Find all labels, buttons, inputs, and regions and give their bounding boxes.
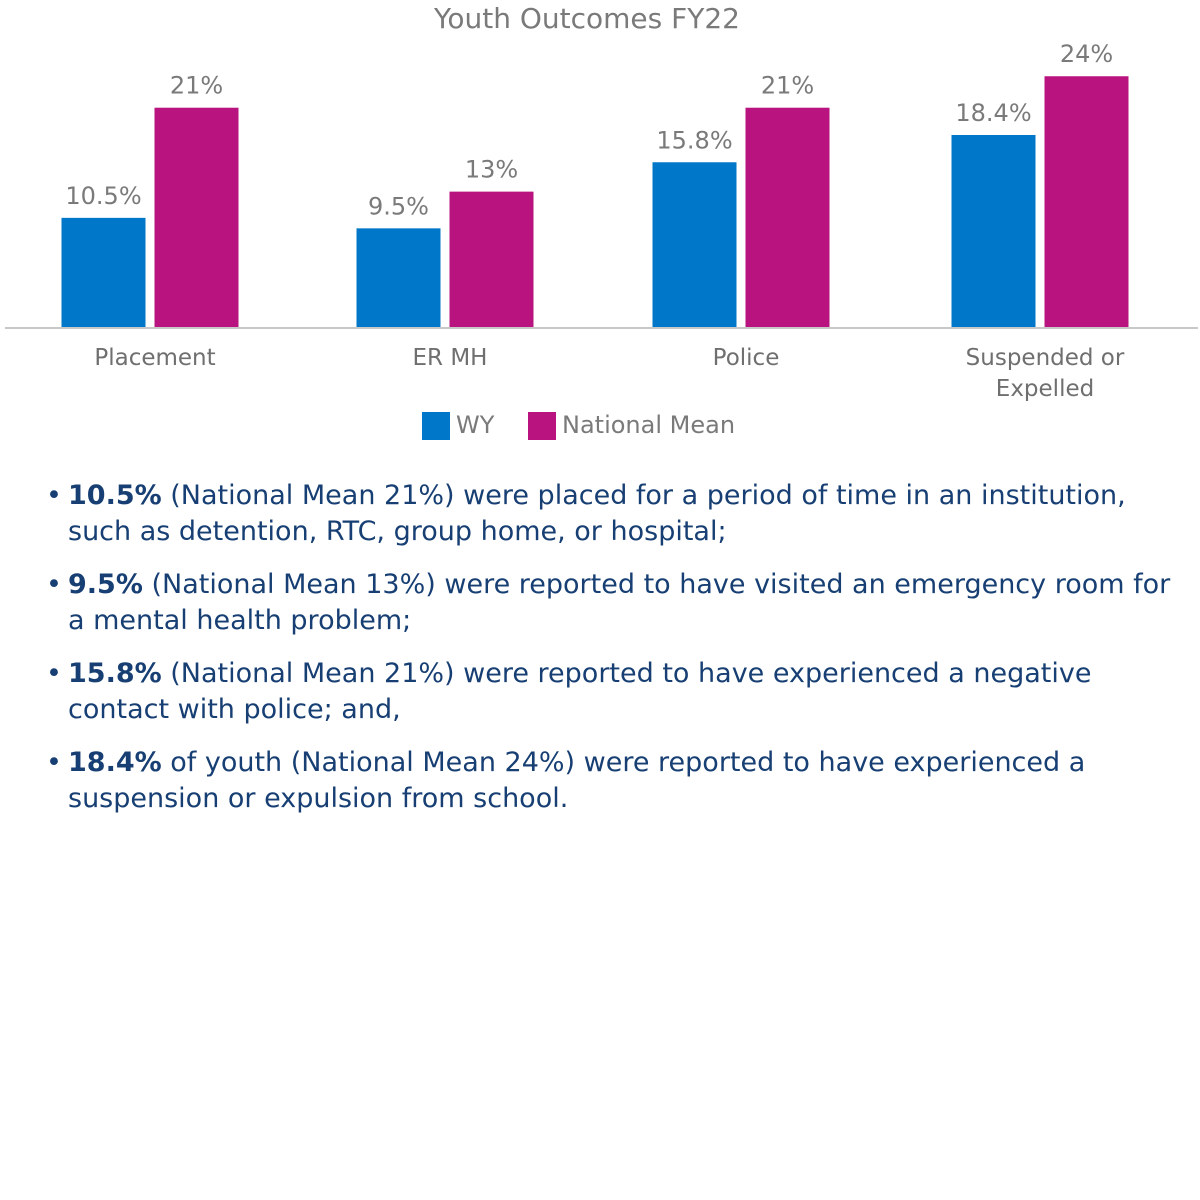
value-label: 15.8% xyxy=(656,126,732,154)
legend-swatch-national-mean xyxy=(528,412,556,440)
value-labels: 10.5% 21% 9.5% 13% 15.8% 21% 18.4% 24% xyxy=(65,40,1113,220)
category-label: Police xyxy=(713,345,780,371)
value-label: 21% xyxy=(761,72,814,100)
bar-national-mean-3 xyxy=(1044,76,1129,328)
finding-percent: 15.8% xyxy=(68,658,162,689)
finding-item: • 10.5% (National Mean 21%) were placed f… xyxy=(46,478,1176,550)
value-label: 13% xyxy=(465,156,518,184)
bar-national-mean-1 xyxy=(449,191,534,328)
bar-national-mean-0 xyxy=(154,107,239,328)
legend-label: National Mean xyxy=(562,411,735,439)
category-label: Suspended or xyxy=(966,345,1125,371)
value-label: 9.5% xyxy=(368,192,429,220)
legend: WY National Mean xyxy=(422,411,735,440)
value-label: 24% xyxy=(1060,40,1113,68)
finding-item: • 9.5% (National Mean 13%) were reported … xyxy=(46,567,1176,639)
bar-wy-3 xyxy=(951,134,1036,328)
chart-title: Youth Outcomes FY22 xyxy=(433,2,740,35)
bars xyxy=(61,76,1129,328)
bullet-dot: • xyxy=(46,747,62,778)
category-labels: Placement ER MH Police Suspended or Expelled xyxy=(94,345,1125,402)
finding-text: of youth (National Mean 24%) were report… xyxy=(68,747,1086,814)
legend-label: WY xyxy=(456,411,495,439)
bar-wy-1 xyxy=(356,228,441,328)
bar-chart: Youth Outcomes FY22 10.5% 21% 9.5% 13% 15.8%… xyxy=(5,2,1198,440)
bar-wy-0 xyxy=(61,217,146,328)
findings-list: • 10.5% (National Mean 21%) were placed f… xyxy=(46,478,1176,834)
finding-text: (National Mean 21%) were placed for a pe… xyxy=(68,480,1126,547)
bar-wy-2 xyxy=(652,162,737,328)
category-label: Placement xyxy=(94,345,215,371)
category-label: Expelled xyxy=(996,376,1094,402)
finding-text: (National Mean 21%) were reported to hav… xyxy=(68,658,1092,725)
finding-item: • 15.8% (National Mean 21%) were reported… xyxy=(46,656,1176,728)
value-label: 18.4% xyxy=(955,99,1031,127)
finding-percent: 9.5% xyxy=(68,569,143,600)
bullet-dot: • xyxy=(46,569,62,600)
bullet-dot: • xyxy=(46,658,62,689)
value-label: 10.5% xyxy=(65,182,141,210)
finding-item: • 18.4% of youth (National Mean 24%) were… xyxy=(46,745,1176,817)
finding-percent: 18.4% xyxy=(68,747,162,778)
bullet-dot: • xyxy=(46,480,62,511)
bar-national-mean-2 xyxy=(745,107,830,328)
finding-percent: 10.5% xyxy=(68,480,162,511)
category-label: ER MH xyxy=(413,345,488,371)
legend-swatch-wy xyxy=(422,412,450,440)
finding-text: (National Mean 13%) were reported to hav… xyxy=(68,569,1171,636)
value-label: 21% xyxy=(170,72,223,100)
